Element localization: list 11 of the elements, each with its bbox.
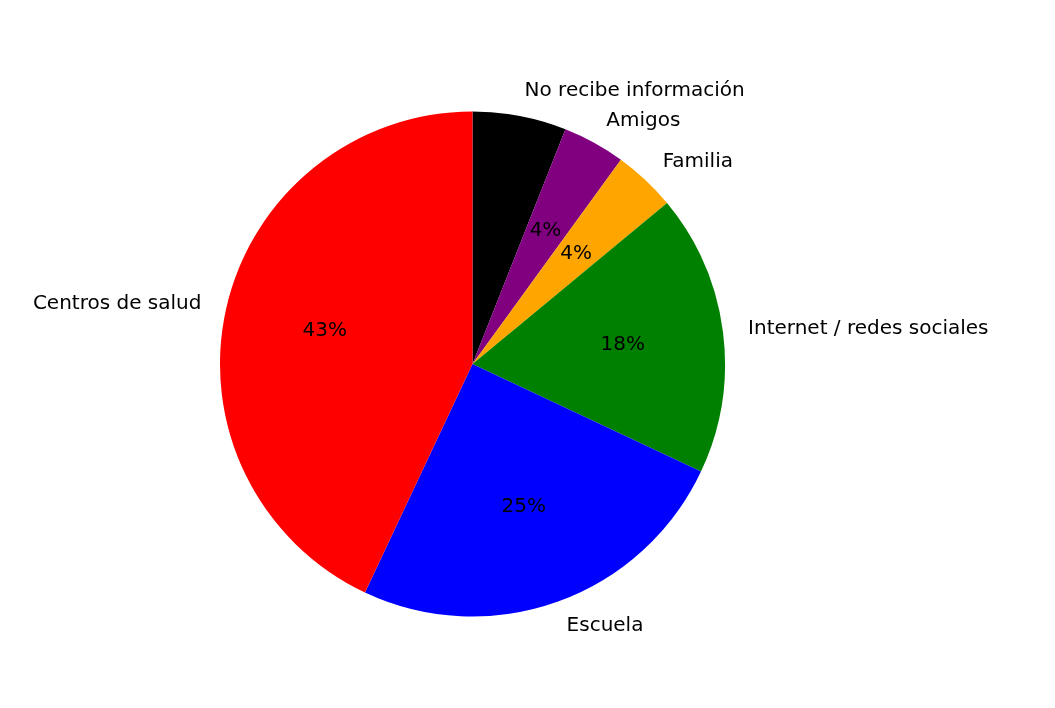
data-label: 18%	[600, 331, 646, 356]
data-label: 4%	[560, 239, 593, 264]
data-label: 25%	[501, 492, 547, 517]
data-label: 4%	[529, 217, 562, 242]
slice-label: Centros de salud	[32, 289, 202, 314]
slice-label: Escuela	[566, 611, 644, 636]
slice-label: Internet / redes sociales	[748, 315, 989, 340]
slice-label: No recibe información	[524, 77, 745, 102]
slice-label: Familia	[662, 147, 733, 172]
data-label: 43%	[302, 317, 347, 342]
slice-label: Amigos	[606, 106, 681, 131]
